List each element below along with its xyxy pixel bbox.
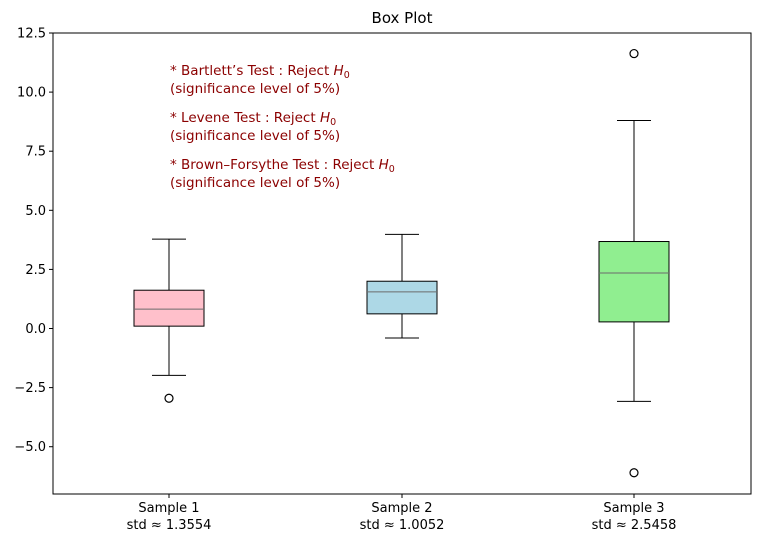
y-tick-label: 2.5: [25, 263, 46, 278]
box-1: [133, 238, 205, 403]
x-tick-sublabel: std ≈ 1.3554: [127, 518, 212, 533]
y-tick-label: 5.0: [25, 204, 46, 219]
y-tick-label: −2.5: [14, 381, 46, 396]
iqr-box: [366, 280, 438, 315]
annotation-1-line2: (significance level of 5%): [170, 81, 340, 97]
annotations: * Bartlett’s Test : Reject H0(significan…: [170, 63, 395, 191]
x-tick-label: Sample 2: [371, 501, 432, 516]
annotation-3-line1: * Brown–Forsythe Test : Reject H0: [170, 157, 395, 175]
x-tick-sublabel: std ≈ 2.5458: [592, 518, 677, 533]
iqr-box: [598, 241, 670, 323]
annotation-2-line2: (significance level of 5%): [170, 128, 340, 144]
outlier-point: [629, 468, 639, 478]
y-tick-label: 10.0: [17, 86, 46, 101]
plot-frame: [52, 32, 752, 495]
x-tick-label: Sample 3: [603, 501, 664, 516]
outlier-point: [164, 393, 174, 403]
chart-title: Box Plot: [372, 9, 433, 27]
plot-area: −5.0 −2.5 0.0 2.5 5.0 7.5 10.0 12.5 Sample 1 std …: [14, 27, 676, 534]
annotation-1-line1: * Bartlett’s Test : Reject H0: [170, 63, 350, 81]
x-tick-label: Sample 1: [138, 501, 199, 516]
box-2: [366, 233, 438, 339]
x-tick-sublabel: std ≈ 1.0052: [360, 518, 445, 533]
y-tick-label: −5.0: [14, 440, 46, 455]
y-tick-label: 7.5: [25, 145, 46, 160]
y-tick-label: 0.0: [25, 322, 46, 337]
box-3: [598, 48, 670, 478]
annotation-2-line1: * Levene Test : Reject H0: [170, 110, 336, 128]
outlier-point: [629, 48, 639, 59]
annotation-3-line2: (significance level of 5%): [170, 175, 340, 191]
y-tick-label: 12.5: [17, 27, 46, 42]
iqr-box: [133, 289, 205, 327]
